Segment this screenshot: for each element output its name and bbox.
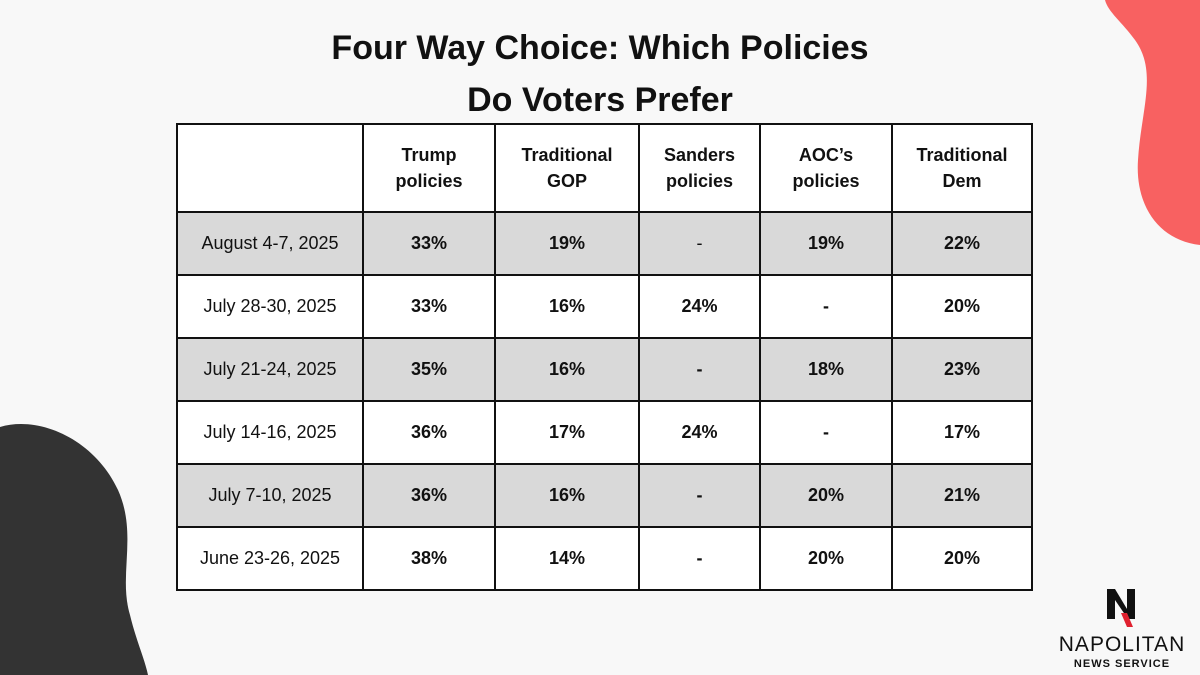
date-cell: July 28-30, 2025 [176, 274, 364, 339]
chart-title: Four Way Choice: Which Policies Do Voter… [0, 22, 1200, 126]
red-blob-shape [1105, 0, 1200, 245]
value-cell: 22% [891, 211, 1033, 276]
value-cell: 24% [638, 400, 761, 465]
brand-logo-block: NAPOLITAN NEWS SERVICE [1052, 587, 1192, 671]
value-cell: 20% [759, 463, 893, 528]
decorative-red-blob [1040, 0, 1200, 250]
brand-subtitle: NEWS SERVICE [1073, 658, 1171, 670]
value-cell: 20% [759, 526, 893, 591]
value-cell: - [759, 274, 893, 339]
value-cell: - [638, 526, 761, 591]
table-row: July 14-16, 2025 36% 17% 24% - 17% [176, 400, 1033, 465]
date-cell: July 14-16, 2025 [176, 400, 364, 465]
table-row: June 23-26, 2025 38% 14% - 20% 20% [176, 526, 1033, 591]
value-cell: - [638, 463, 761, 528]
value-cell: - [638, 337, 761, 402]
column-header-line: policies [395, 171, 463, 191]
value-cell: - [759, 400, 893, 465]
column-header-line: Sanders [663, 145, 736, 165]
date-cell: July 21-24, 2025 [176, 337, 364, 402]
value-cell: 16% [494, 274, 640, 339]
column-header: Sanders policies [638, 123, 761, 213]
column-header-line: AOC’s [798, 145, 854, 165]
value-cell: 24% [638, 274, 761, 339]
chart-title-line-1: Four Way Choice: Which Policies [331, 29, 869, 67]
value-cell: - [638, 211, 761, 276]
napolitan-n-icon [1107, 589, 1135, 627]
value-cell: 16% [494, 337, 640, 402]
value-cell: 33% [362, 274, 496, 339]
brand-name: NAPOLITAN [1058, 633, 1186, 656]
value-cell: 18% [759, 337, 893, 402]
table-row: July 7-10, 2025 36% 16% - 20% 21% [176, 463, 1033, 528]
table-row: July 21-24, 2025 35% 16% - 18% 23% [176, 337, 1033, 402]
poll-table: Trump policies Traditional GOP Sanders p… [176, 123, 1033, 591]
header-corner-cell [176, 123, 364, 213]
chart-title-line-2: Do Voters Prefer [467, 81, 733, 119]
value-cell: 35% [362, 337, 496, 402]
value-cell: 17% [891, 400, 1033, 465]
value-cell: 23% [891, 337, 1033, 402]
header-row: Trump policies Traditional GOP Sanders p… [176, 123, 1033, 213]
column-header: Traditional Dem [891, 123, 1033, 213]
value-cell: 19% [494, 211, 640, 276]
value-cell: 20% [891, 274, 1033, 339]
value-cell: 21% [891, 463, 1033, 528]
dark-blob-shape [0, 424, 148, 675]
column-header: Traditional GOP [494, 123, 640, 213]
column-header-line: Trump [401, 145, 457, 165]
column-header-line: Dem [942, 171, 982, 191]
value-cell: 19% [759, 211, 893, 276]
column-header-line: Traditional [521, 145, 613, 165]
red-blob-path [1105, 0, 1200, 245]
column-header: AOC’s policies [759, 123, 893, 213]
value-cell: 14% [494, 526, 640, 591]
value-cell: 20% [891, 526, 1033, 591]
value-cell: 17% [494, 400, 640, 465]
date-cell: June 23-26, 2025 [176, 526, 364, 591]
date-cell: July 7-10, 2025 [176, 463, 364, 528]
column-header-line: GOP [546, 171, 587, 191]
value-cell: 36% [362, 400, 496, 465]
value-cell: 33% [362, 211, 496, 276]
logo-n-letter [1107, 589, 1135, 619]
column-header-line: policies [792, 171, 860, 191]
value-cell: 38% [362, 526, 496, 591]
value-cell: 36% [362, 463, 496, 528]
logo-red-accent [1121, 613, 1133, 627]
decorative-dark-blob [0, 415, 160, 675]
table-row: July 28-30, 2025 33% 16% 24% - 20% [176, 274, 1033, 339]
dark-blob-path [0, 424, 148, 675]
column-header: Trump policies [362, 123, 496, 213]
table-row: August 4-7, 2025 33% 19% - 19% 22% [176, 211, 1033, 276]
column-header-line: policies [665, 171, 734, 191]
value-cell: 16% [494, 463, 640, 528]
column-header-line: Traditional [916, 145, 1008, 165]
date-cell: August 4-7, 2025 [176, 211, 364, 276]
